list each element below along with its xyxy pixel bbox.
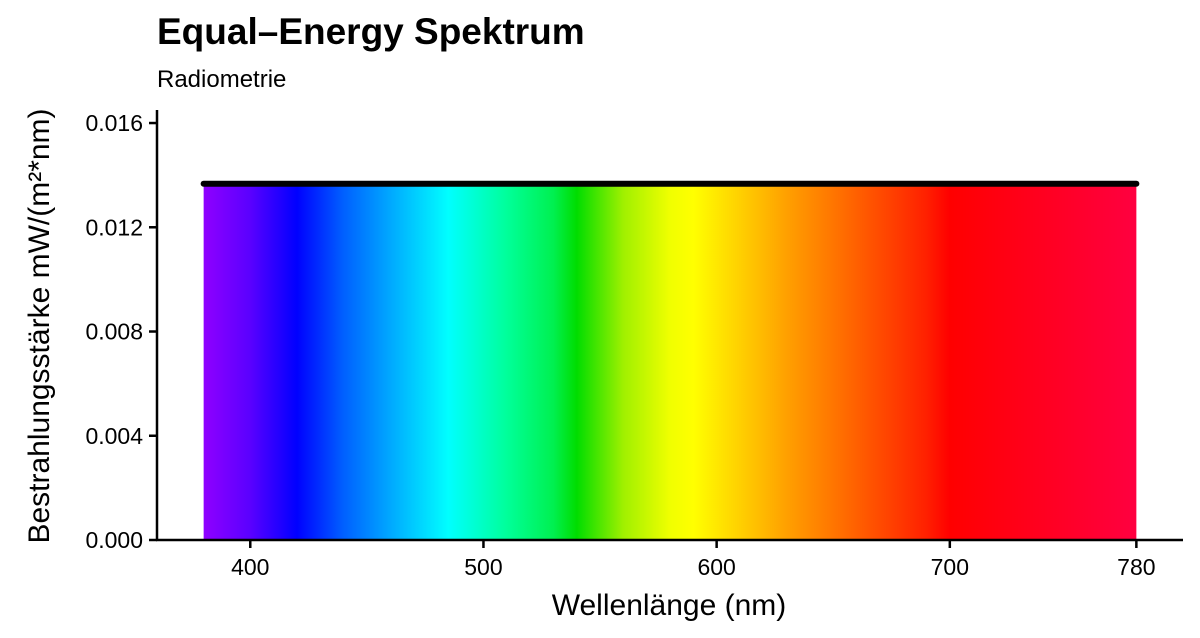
spectrum-area: [203, 183, 1137, 540]
y-axis-title: Bestrahlungsstärke mW/(m²*nm): [23, 108, 56, 543]
y-tick-label: 0.012: [85, 214, 143, 240]
x-tick-label: 600: [697, 554, 735, 580]
x-tick-label: 500: [464, 554, 502, 580]
chart-subtitle: Radiometrie: [157, 66, 286, 93]
x-tick-label: 700: [931, 554, 969, 580]
axes: 400 500 600 700 780 0.000 0.004 0.008 0.012 0.016: [85, 110, 1183, 580]
y-tick-label: 0.008: [85, 319, 143, 345]
plot-area: [200, 180, 1140, 540]
y-tick-label: 0.000: [85, 527, 143, 553]
x-tick-label: 400: [231, 554, 269, 580]
y-tick-label: 0.004: [85, 423, 143, 449]
x-axis-title: Wellenlänge (nm): [552, 589, 787, 622]
x-tick-label: 780: [1117, 554, 1155, 580]
y-tick-label: 0.016: [85, 110, 143, 136]
chart-title: Equal–Energy Spektrum: [157, 11, 585, 52]
